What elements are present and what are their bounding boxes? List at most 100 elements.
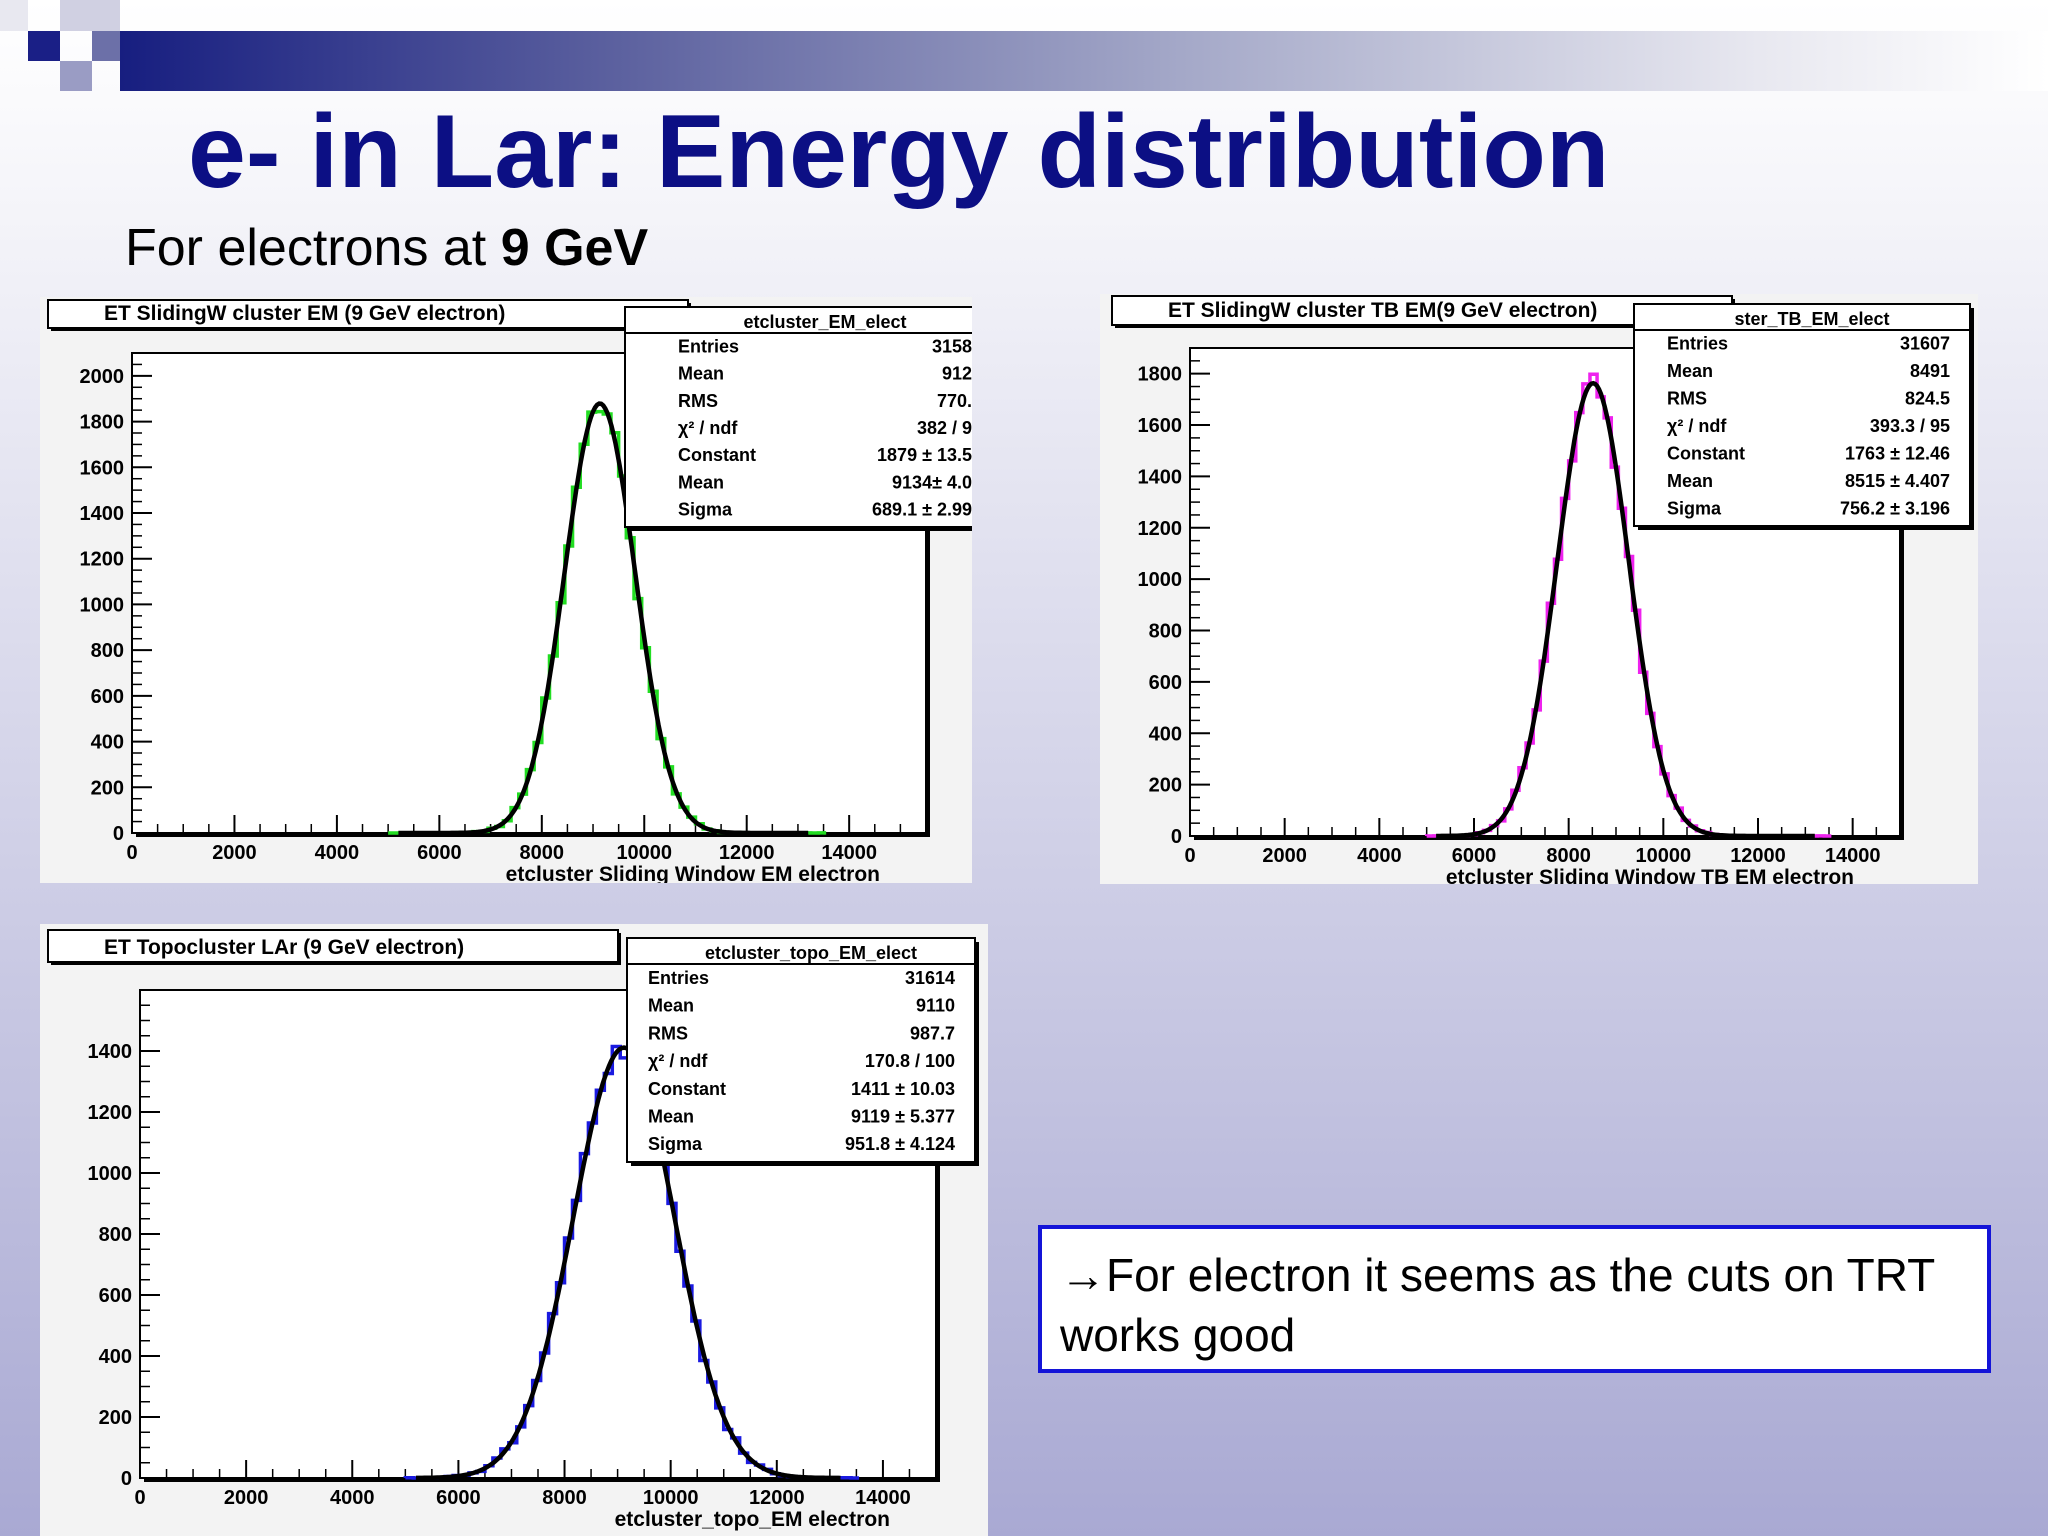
stats-row-value: 393.3 / 95 — [1870, 416, 1950, 436]
x-tick-label: 4000 — [315, 842, 360, 864]
stats-row-label: Mean — [1667, 361, 1713, 381]
header-gradient-bar — [120, 31, 2048, 91]
stats-row-value: 382 / 98 — [917, 418, 972, 438]
y-tick-label: 1000 — [1138, 569, 1183, 591]
histogram-panel-topocluster: 0 200 400 600 800 1000 1200 1400 0 2000 4000 6000 80… — [40, 924, 988, 1536]
stats-row-value: 770.8 — [937, 391, 972, 411]
conclusion-note: →For electron it seems as the cuts on TR… — [1038, 1225, 1991, 1373]
x-tick-label: 0 — [134, 1487, 145, 1509]
x-tick-label: 2000 — [1262, 845, 1307, 867]
stats-row-value: 1879 ± 13.54 — [877, 445, 972, 465]
y-tick-label: 1200 — [88, 1102, 133, 1124]
stats-name: ster_TB_EM_elect — [1734, 309, 1889, 329]
header-square-dark — [28, 31, 60, 61]
stats-row-label: Mean — [678, 364, 724, 384]
stats-row-label: χ² / ndf — [1667, 416, 1727, 436]
y-tick-label: 1000 — [88, 1163, 133, 1185]
histogram-chart: 0 200 400 600 800 1000 1200 1400 1600 1800 0 2000 40… — [1111, 295, 1974, 884]
stats-row-value: 951.8 ± 4.124 — [845, 1134, 955, 1154]
stats-row-value: 689.1 ± 2.999 — [872, 499, 972, 519]
x-tick-label: 2000 — [212, 842, 256, 864]
slide-subtitle: For electrons at 9 GeV — [125, 218, 648, 278]
stats-row-label: Mean — [648, 996, 694, 1016]
stats-row-label: Mean — [1667, 471, 1713, 491]
stats-row-label: Entries — [678, 337, 739, 357]
stats-row-label: RMS — [1667, 389, 1707, 409]
x-tick-label: 12000 — [719, 842, 775, 864]
y-tick-label: 0 — [1171, 826, 1182, 848]
y-tick-label: 200 — [99, 1407, 132, 1429]
stats-row-value: 987.7 — [910, 1023, 955, 1043]
y-tick-label: 800 — [91, 640, 124, 662]
x-tick-label: 0 — [126, 842, 137, 864]
y-tick-label: 1400 — [1138, 466, 1183, 488]
stats-row-label: Entries — [648, 968, 709, 988]
stats-row-value: 9125 — [942, 364, 972, 384]
header-square-light — [60, 0, 120, 31]
y-tick-label: 1600 — [80, 457, 125, 479]
x-tick-label: 8000 — [542, 1487, 587, 1509]
stats-row-label: χ² / ndf — [678, 418, 738, 438]
title-box — [47, 929, 619, 963]
y-tick-label: 800 — [99, 1224, 132, 1246]
stats-row-label: Sigma — [1667, 498, 1722, 518]
x-tick-label: 2000 — [224, 1487, 269, 1509]
x-axis-label: etcluster Sliding Window TB EM electron — [1446, 866, 1854, 884]
stats-name: etcluster_topo_EM_elect — [705, 943, 917, 963]
stats-row-value: 31585 — [932, 337, 972, 357]
stats-row-value: 1763 ± 12.46 — [1845, 443, 1950, 463]
stats-row-value: 31607 — [1900, 334, 1950, 354]
x-tick-label: 14000 — [821, 842, 877, 864]
y-tick-label: 1200 — [80, 549, 125, 571]
y-tick-label: 200 — [1149, 775, 1182, 797]
x-tick-label: 6000 — [1452, 845, 1497, 867]
stats-row-value: 9119 ± 5.377 — [851, 1107, 955, 1127]
stats-row-value: 9134± 4.05 — [892, 472, 972, 492]
stats-row-value: 756.2 ± 3.196 — [1840, 498, 1950, 518]
x-tick-label: 10000 — [643, 1487, 699, 1509]
stats-row-value: 8515 ± 4.407 — [1845, 471, 1950, 491]
x-tick-label: 14000 — [1825, 845, 1881, 867]
y-tick-label: 0 — [121, 1468, 132, 1490]
stats-row-value: 824.5 — [1905, 389, 1950, 409]
stats-row-value: 1411 ± 10.03 — [851, 1079, 955, 1099]
histogram-title: ET SlidingW cluster EM (9 GeV electron) — [104, 302, 505, 325]
y-tick-label: 1200 — [1138, 518, 1183, 540]
subtitle-energy: 9 GeV — [500, 219, 649, 277]
slide-title: e- in Lar: Energy distribution — [188, 94, 1610, 210]
stats-row-label: Sigma — [678, 499, 733, 519]
y-tick-label: 400 — [1149, 723, 1182, 745]
gaussian-fit-curve — [1436, 380, 1815, 839]
stats-row-label: Constant — [1667, 443, 1745, 463]
x-tick-label: 12000 — [1730, 845, 1786, 867]
y-tick-label: 1800 — [1138, 364, 1183, 386]
stats-row-value: 31614 — [905, 968, 955, 988]
stats-row-label: Mean — [678, 472, 724, 492]
y-tick-label: 400 — [99, 1346, 132, 1368]
y-tick-label: 600 — [1149, 672, 1182, 694]
y-tick-label: 600 — [91, 686, 124, 708]
y-tick-label: 800 — [1149, 621, 1182, 643]
histogram-panel-sliding-window-tb-em: 0 200 400 600 800 1000 1200 1400 1600 1800 0 2000 40… — [1100, 294, 1978, 884]
y-tick-label: 1800 — [80, 412, 125, 434]
header-square-mid — [60, 61, 92, 91]
gaussian-fit-curve — [398, 401, 809, 836]
y-tick-label: 1000 — [80, 594, 125, 616]
stats-name: etcluster_EM_elect — [743, 312, 906, 332]
y-tick-label: 400 — [91, 732, 124, 754]
stats-row-value: 9110 — [916, 996, 955, 1016]
stats-row-value: 170.8 / 100 — [865, 1051, 955, 1071]
histogram-chart: 0 200 400 600 800 1000 1200 1400 1600 1800 2000 0 20… — [47, 299, 972, 883]
y-tick-label: 1600 — [1138, 415, 1183, 437]
stats-row-value: 8491 — [1910, 361, 1950, 381]
y-tick-label: 1400 — [88, 1041, 133, 1063]
x-tick-label: 10000 — [1636, 845, 1692, 867]
stats-box — [626, 937, 976, 1163]
y-tick-label: 1400 — [80, 503, 125, 525]
x-tick-label: 10000 — [616, 842, 672, 864]
x-axis-label: etcluster_topo_EM electron — [615, 1508, 890, 1531]
histogram-title: ET Topocluster LAr (9 GeV electron) — [104, 936, 464, 959]
stats-row-label: Mean — [648, 1107, 694, 1127]
stats-row-label: RMS — [648, 1023, 688, 1043]
